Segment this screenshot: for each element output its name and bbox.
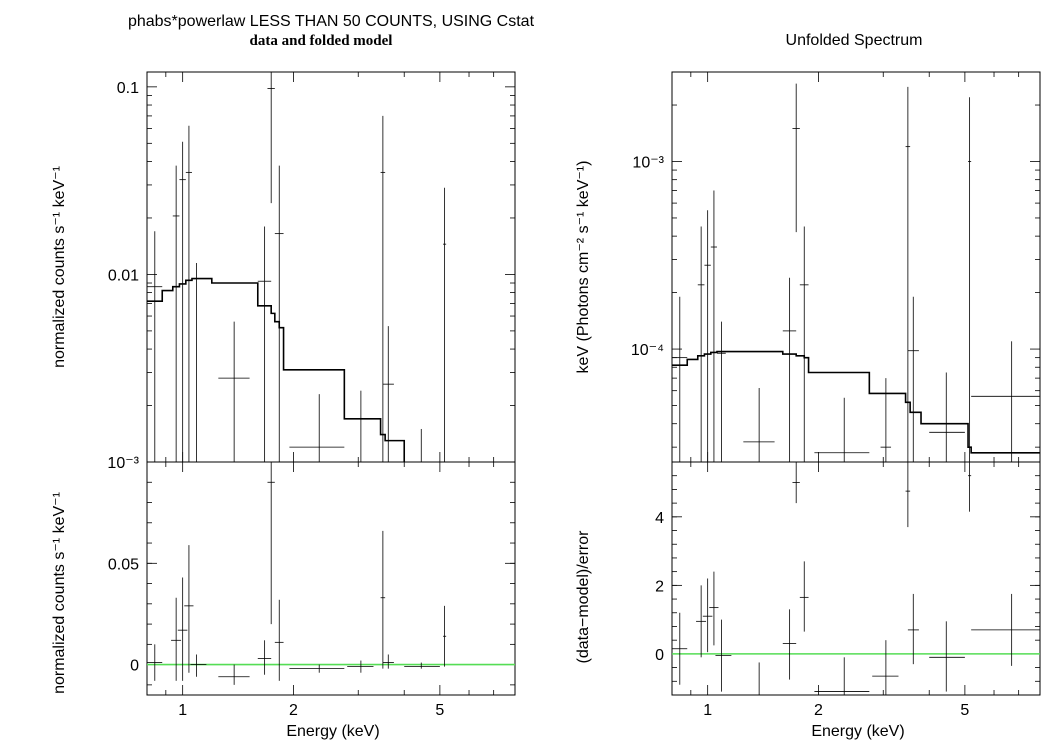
data-point <box>179 141 186 462</box>
model-step-line <box>147 277 406 462</box>
panel-count-residuals: 1 2 5 0.05 0 <box>108 461 516 719</box>
y-tick-label: 10⁻³ <box>107 455 139 472</box>
data-point <box>267 462 275 625</box>
data-point <box>257 226 272 462</box>
data-point <box>190 654 207 677</box>
bottom-right-y-axis-label: (data−model)/error <box>575 530 592 664</box>
data-point <box>172 165 180 462</box>
data-point <box>905 86 911 462</box>
data-point <box>743 662 775 696</box>
data-point <box>907 593 919 665</box>
data-point <box>696 585 707 658</box>
y-tick-label: 10⁻³ <box>632 154 664 171</box>
data-point <box>782 277 797 462</box>
data-point <box>382 654 394 669</box>
y-tick-label: 4 <box>655 510 664 527</box>
bottom-left-y-axis-label: normalized counts s⁻¹ keV⁻¹ <box>51 492 68 694</box>
data-point <box>672 612 688 685</box>
data-point <box>443 605 447 667</box>
data-point <box>185 125 192 462</box>
data-point <box>971 593 1040 666</box>
x-tick-label: 5 <box>960 702 969 719</box>
data-point <box>274 165 284 462</box>
model-step-line <box>672 350 1040 454</box>
data-point <box>799 226 809 462</box>
data-point <box>419 428 424 463</box>
data-point <box>929 372 965 462</box>
left-x-axis-label: Energy (keV) <box>286 723 379 740</box>
panel-unfolded-spectrum: 10⁻³ 10⁻⁴ <box>631 71 1041 463</box>
data-point <box>814 657 870 695</box>
data-point <box>968 462 972 512</box>
data-point <box>380 115 386 462</box>
data-point <box>274 599 284 681</box>
x-tick-label: 2 <box>289 702 298 719</box>
data-point <box>702 578 713 653</box>
data-point <box>218 321 250 462</box>
data-point <box>147 231 163 462</box>
data-point <box>872 640 899 695</box>
data-point <box>968 97 972 462</box>
data-point <box>147 644 163 681</box>
data-point <box>191 263 201 463</box>
data-point <box>710 190 717 462</box>
data-point <box>218 664 250 685</box>
y-tick-label: 10⁻⁴ <box>631 342 664 359</box>
y-tick-label: 0.1 <box>117 80 139 97</box>
data-point <box>716 321 726 462</box>
data-point <box>743 388 775 462</box>
data-point <box>929 621 965 692</box>
data-point <box>792 83 800 233</box>
data-point <box>404 662 440 669</box>
panel-sigma-residuals: 1 2 5 4 2 0 <box>655 461 1041 719</box>
data-point <box>814 397 870 462</box>
data-point <box>715 619 732 692</box>
x-tick-label: 1 <box>703 702 712 719</box>
data-point <box>289 394 345 462</box>
data-point <box>289 664 345 673</box>
data-point <box>697 226 705 462</box>
data-point <box>905 462 911 528</box>
data-point <box>709 571 719 646</box>
data-point <box>443 187 447 462</box>
top-left-y-axis-label: normalized counts s⁻¹ keV⁻¹ <box>51 166 68 368</box>
x-tick-label: 2 <box>814 702 823 719</box>
y-tick-label: 0 <box>130 658 139 675</box>
data-point <box>380 530 386 669</box>
data-point <box>907 296 919 462</box>
left-chart-subtitle: data and folded model <box>250 33 393 49</box>
data-point <box>782 609 797 680</box>
data-point <box>177 577 188 681</box>
y-tick-label: 0.05 <box>108 556 139 573</box>
data-point <box>355 390 367 463</box>
x-tick-label: 1 <box>178 702 187 719</box>
data-point <box>704 210 711 462</box>
data-point <box>184 545 194 673</box>
left-chart-title: phabs*powerlaw LESS THAN 50 COUNTS, USIN… <box>128 13 535 30</box>
data-point <box>792 462 800 504</box>
y-tick-label: 2 <box>655 578 664 595</box>
panel-frame <box>146 71 516 463</box>
data-point <box>672 296 688 462</box>
panel-frame <box>146 461 516 696</box>
data-point <box>257 640 272 675</box>
panel-counts: 0.1 0.01 10⁻³ <box>107 71 516 472</box>
data-point <box>267 72 275 204</box>
data-point <box>799 561 809 632</box>
data-point <box>880 378 892 462</box>
data-point <box>971 341 1040 462</box>
top-right-y-axis-label: keV (Photons cm⁻² s⁻¹ keV⁻¹) <box>575 161 592 374</box>
right-chart-title: Unfolded Spectrum <box>786 32 923 49</box>
panel-frame <box>671 461 1041 696</box>
y-tick-label: 0.01 <box>108 267 139 284</box>
data-point <box>347 660 374 673</box>
panel-frame <box>671 71 1041 463</box>
right-x-axis-label: Energy (keV) <box>811 723 904 740</box>
x-tick-label: 5 <box>435 702 444 719</box>
data-point <box>382 326 394 462</box>
y-tick-label: 0 <box>655 647 664 664</box>
data-point <box>171 597 182 681</box>
